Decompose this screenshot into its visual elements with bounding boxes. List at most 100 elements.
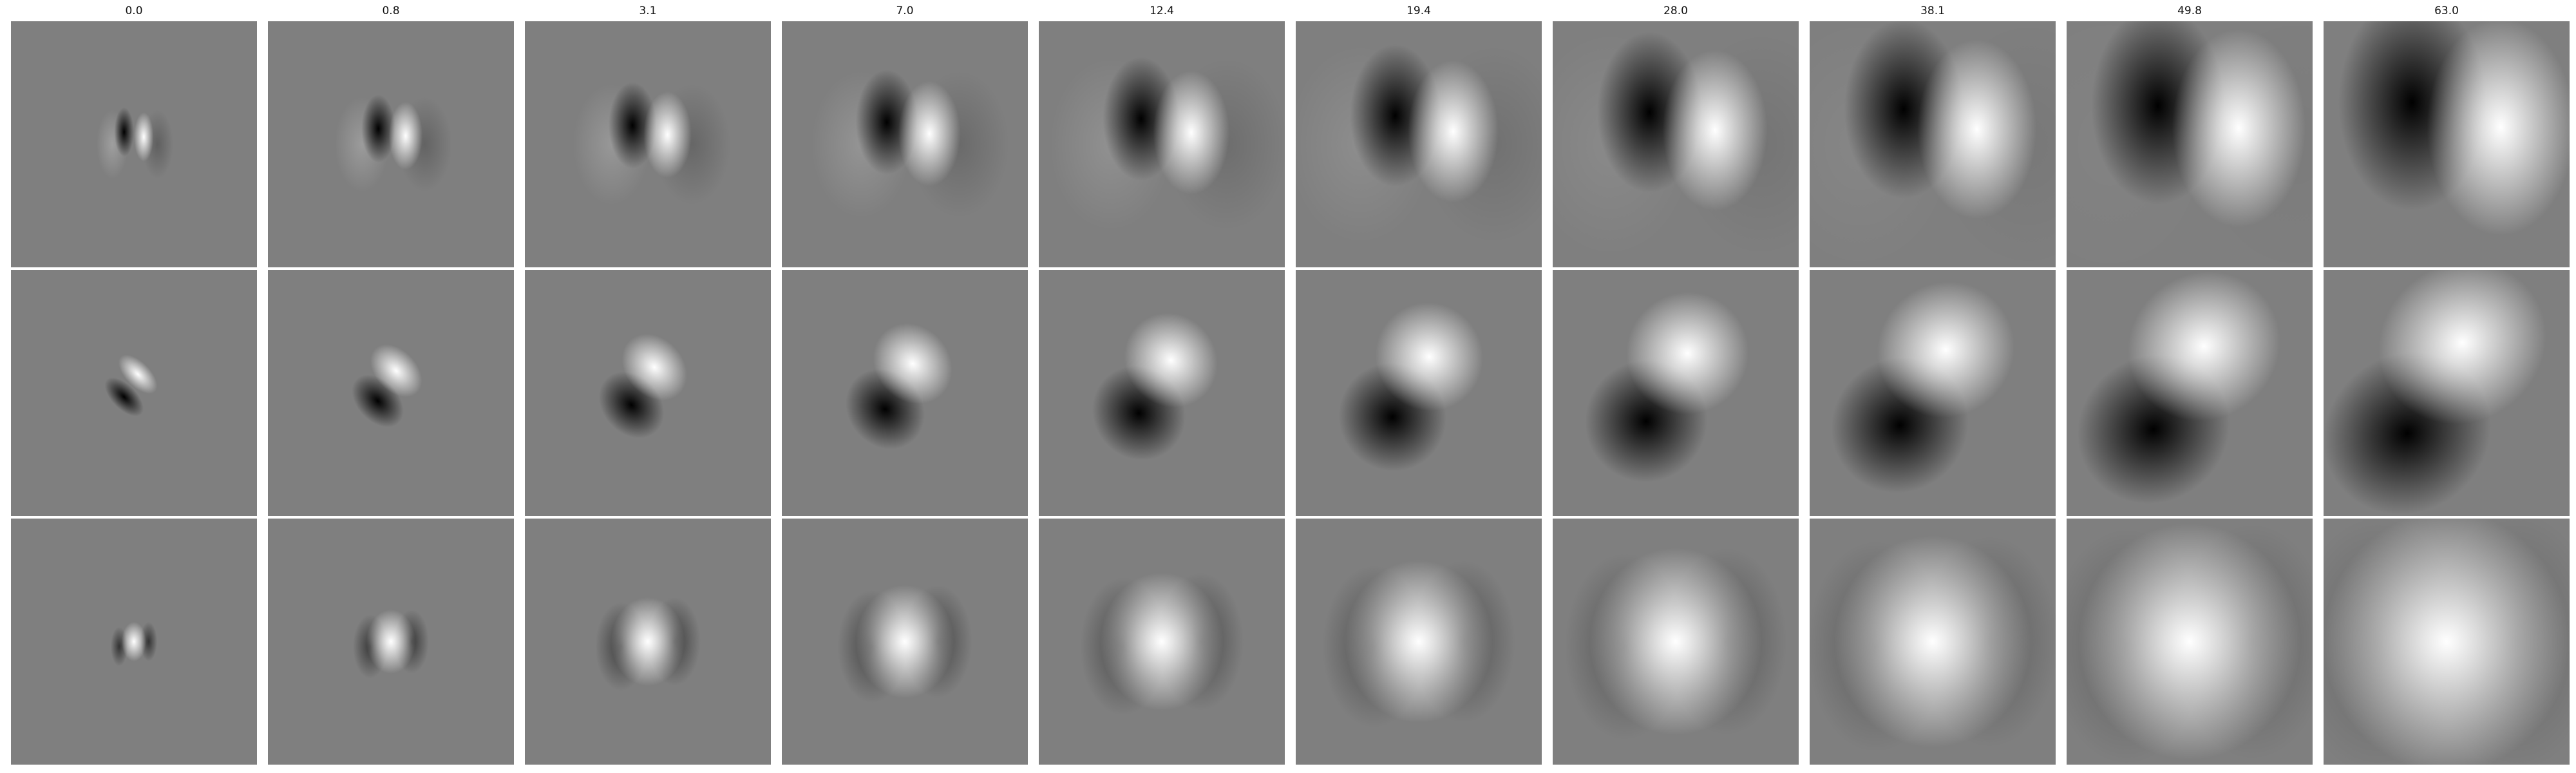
bright-lobe	[2079, 523, 2300, 760]
filter-image	[2067, 270, 2313, 516]
dark-lobe	[114, 107, 134, 157]
bright-lobe	[2128, 271, 2280, 421]
bright-lobe	[1589, 548, 1762, 736]
bright-lobe	[2378, 270, 2546, 425]
image-tile-r1-c7	[1553, 21, 1799, 267]
image-tile-r1-c4	[782, 21, 1028, 267]
image-tile-r2-c7	[1553, 270, 1799, 516]
filter-image	[11, 519, 257, 765]
bright-lobe	[611, 597, 685, 686]
filter-image	[782, 21, 1028, 267]
image-tile-r2-c4	[782, 270, 1028, 516]
dark-lobe	[361, 95, 395, 163]
image-tile-r1-c6	[1296, 21, 1542, 267]
filter-image	[2324, 21, 2570, 267]
filter-image	[268, 519, 514, 765]
bright-lobe	[2172, 29, 2306, 227]
filter-image	[782, 270, 1028, 516]
bright-lobe	[621, 334, 687, 401]
filter-image	[525, 270, 771, 516]
image-tile-r2-c8	[1810, 270, 2056, 516]
image-tile-r1-c9	[2067, 21, 2313, 267]
filter-image	[1296, 270, 1542, 516]
bright-lobe	[1917, 39, 2037, 219]
image-tile-r2-c6	[1296, 270, 1542, 516]
filter-image	[782, 519, 1028, 765]
image-tile-r2-c9	[2067, 270, 2313, 516]
image-tile-r3-c7	[1553, 519, 1799, 765]
column-label: 0.8	[382, 5, 400, 17]
filter-image	[1039, 270, 1285, 516]
column-label: 3.1	[639, 5, 657, 17]
image-tile-r3-c5	[1039, 519, 1285, 765]
filter-image	[1039, 519, 1285, 765]
image-tile-r1-c2	[268, 21, 514, 267]
image-tile-r3-c9	[2067, 519, 2313, 765]
image-tile-r3-c6	[1296, 519, 1542, 765]
image-tile-r2-c1	[11, 270, 257, 516]
bright-lobe	[388, 102, 423, 170]
filter-image	[1296, 519, 1542, 765]
column-label: 7.0	[896, 5, 914, 17]
image-tile-r3-c1	[11, 519, 257, 765]
filter-image	[268, 21, 514, 267]
filter-image	[11, 21, 257, 267]
bright-lobe	[1345, 560, 1493, 723]
column-label: 63.0	[2434, 5, 2459, 17]
bright-lobe	[1662, 50, 1768, 211]
image-tile-r3-c2	[268, 519, 514, 765]
filter-image	[2067, 21, 2313, 267]
column-label: 0.0	[125, 5, 143, 17]
image-tile-r1-c1	[11, 21, 257, 267]
bright-lobe	[898, 81, 961, 186]
bright-lobe	[2427, 21, 2570, 236]
bright-lobe	[1124, 312, 1218, 408]
filter-image	[1810, 519, 2056, 765]
bright-lobe	[855, 585, 954, 698]
filter-image	[525, 21, 771, 267]
bright-lobe	[643, 91, 692, 178]
filter-image	[2324, 270, 2570, 516]
filter-image	[2324, 519, 2570, 765]
image-tile-r1-c5	[1039, 21, 1285, 267]
column-label: 38.1	[1920, 5, 1945, 17]
bright-lobe	[2324, 519, 2570, 765]
bright-lobe	[134, 112, 154, 162]
image-tile-r2-c10	[2324, 270, 2570, 516]
bright-lobe	[118, 354, 158, 394]
bright-lobe	[1408, 60, 1499, 203]
filter-image	[2067, 519, 2313, 765]
image-tile-r3-c4	[782, 519, 1028, 765]
filter-image	[1553, 519, 1799, 765]
bright-lobe	[1100, 573, 1224, 711]
filter-image	[1810, 21, 2056, 267]
bright-lobe	[1153, 70, 1230, 195]
image-tile-r2-c3	[525, 270, 771, 516]
background	[11, 21, 257, 267]
bright-lobe	[1375, 302, 1483, 411]
column-label: 28.0	[1663, 5, 1688, 17]
column-label: 19.4	[1406, 5, 1431, 17]
filter-image	[525, 519, 771, 765]
image-tile-r3-c8	[1810, 519, 2056, 765]
filter-image	[11, 270, 257, 516]
filter-image	[268, 270, 514, 516]
image-tile-r3-c3	[525, 519, 771, 765]
bright-lobe	[370, 344, 422, 397]
filter-image	[1039, 21, 1285, 267]
image-tile-r3-c10	[2324, 519, 2570, 765]
bright-lobe	[121, 622, 147, 662]
image-tile-r1-c3	[525, 21, 771, 267]
bright-lobe	[1626, 292, 1749, 415]
image-tile-r1-c8	[1810, 21, 2056, 267]
dark-lobe	[104, 377, 144, 417]
bright-lobe	[873, 323, 952, 405]
bright-lobe	[1834, 535, 2031, 748]
image-tile-r2-c5	[1039, 270, 1285, 516]
filter-image	[1553, 21, 1799, 267]
filter-image	[1296, 21, 1542, 267]
filter-image	[1810, 270, 2056, 516]
bright-lobe	[1877, 282, 2014, 418]
column-label: 12.4	[1150, 5, 1174, 17]
